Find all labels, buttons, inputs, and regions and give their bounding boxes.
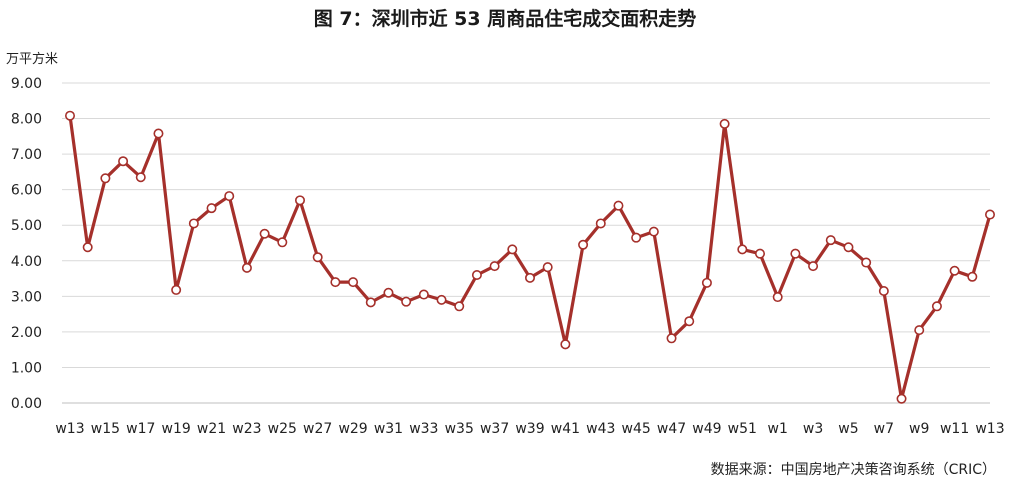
y-axis-unit-label: 万平方米 (6, 52, 59, 67)
data-point (843, 242, 854, 253)
data-point (701, 277, 712, 288)
data-point (206, 203, 217, 214)
x-tick-label: w35 (445, 421, 474, 437)
data-point (171, 284, 182, 295)
data-point (118, 156, 129, 167)
data-point (914, 325, 925, 336)
x-tick-label: w31 (374, 421, 403, 437)
data-point (878, 285, 889, 296)
data-point (418, 289, 429, 300)
y-axis-ticks: 0.00 1.00 2.00 3.00 4.00 5.00 6.00 7.00 8.00 9.00 (11, 76, 42, 412)
y-tick-label: 5.00 (11, 218, 42, 234)
x-tick-label: w13 (55, 421, 84, 437)
data-point (542, 262, 553, 273)
data-point (82, 242, 93, 253)
y-tick-label: 4.00 (11, 254, 42, 270)
source-note: 数据来源：中国房地产决策咨询系统（CRIC） (710, 462, 996, 478)
data-point (684, 316, 695, 327)
data-point (489, 261, 500, 272)
data-point (259, 228, 270, 239)
y-tick-label: 3.00 (11, 289, 42, 305)
x-tick-label: w11 (940, 421, 969, 437)
y-tick-label: 9.00 (11, 76, 42, 92)
y-tick-label: 6.00 (11, 183, 42, 199)
data-point (613, 200, 624, 211)
x-axis-ticks: w13 w15 w17 w19 w21 w23 w25 w27 w29 w31 w33 w35 w37 w… (55, 421, 1004, 437)
x-tick-label: w7 (874, 421, 894, 437)
data-point (772, 292, 783, 303)
data-point (896, 393, 907, 404)
x-tick-label: w3 (803, 421, 823, 437)
data-point (560, 339, 571, 350)
x-tick-label: w37 (480, 421, 509, 437)
y-tick-label: 2.00 (11, 325, 42, 341)
data-point (224, 191, 235, 202)
data-point (401, 296, 412, 307)
data-point (436, 294, 447, 305)
x-tick-label: w5 (838, 421, 858, 437)
data-point (365, 297, 376, 308)
data-point (967, 271, 978, 282)
x-tick-label: w27 (303, 421, 332, 437)
x-tick-label: w41 (551, 421, 580, 437)
data-point (241, 262, 252, 273)
data-point (648, 226, 659, 237)
data-point (790, 248, 801, 259)
data-point (330, 277, 341, 288)
data-point (524, 272, 535, 283)
data-point (153, 128, 164, 139)
x-tick-label: w47 (657, 421, 686, 437)
x-tick-label: w15 (91, 421, 120, 437)
data-point (348, 277, 359, 288)
y-tick-label: 0.00 (11, 396, 42, 412)
data-point (825, 235, 836, 246)
data-point (808, 261, 819, 272)
data-point (931, 301, 942, 312)
x-tick-label: w13 (975, 421, 1004, 437)
chart-title: 图 7：深圳市近 53 周商品住宅成交面积走势 (313, 8, 697, 30)
x-tick-label: w29 (338, 421, 367, 437)
data-point (861, 257, 872, 268)
x-tick-label: w33 (409, 421, 438, 437)
data-point (984, 209, 995, 220)
x-tick-label: w23 (232, 421, 261, 437)
x-tick-label: w43 (586, 421, 615, 437)
data-point (631, 232, 642, 243)
x-tick-label: w51 (728, 421, 757, 437)
series-line (68, 115, 992, 401)
data-point (719, 118, 730, 129)
x-tick-label: w19 (162, 421, 191, 437)
data-point (294, 195, 305, 206)
data-point (100, 173, 111, 184)
x-tick-label: w21 (197, 421, 226, 437)
data-point (312, 252, 323, 263)
y-tick-label: 1.00 (11, 360, 42, 376)
series-layer (65, 110, 995, 404)
data-point (454, 301, 465, 312)
x-tick-label: w9 (909, 421, 929, 437)
x-tick-label: w1 (768, 421, 788, 437)
y-tick-label: 7.00 (11, 147, 42, 163)
x-tick-label: w45 (622, 421, 651, 437)
x-tick-label: w49 (692, 421, 721, 437)
data-point (277, 237, 288, 248)
x-tick-label: w17 (126, 421, 155, 437)
data-point (737, 244, 748, 255)
data-point (754, 248, 765, 259)
x-tick-label: w25 (268, 421, 297, 437)
data-point (507, 244, 518, 255)
data-point (471, 269, 482, 280)
data-point (65, 110, 76, 121)
data-point (595, 218, 606, 229)
data-point (135, 172, 146, 183)
data-point (383, 287, 394, 298)
y-tick-label: 8.00 (11, 112, 42, 128)
data-point (188, 218, 199, 229)
gridlines (62, 82, 990, 368)
x-tick-label: w39 (515, 421, 544, 437)
data-point (578, 239, 589, 250)
data-point (949, 265, 960, 276)
data-point (666, 333, 677, 344)
